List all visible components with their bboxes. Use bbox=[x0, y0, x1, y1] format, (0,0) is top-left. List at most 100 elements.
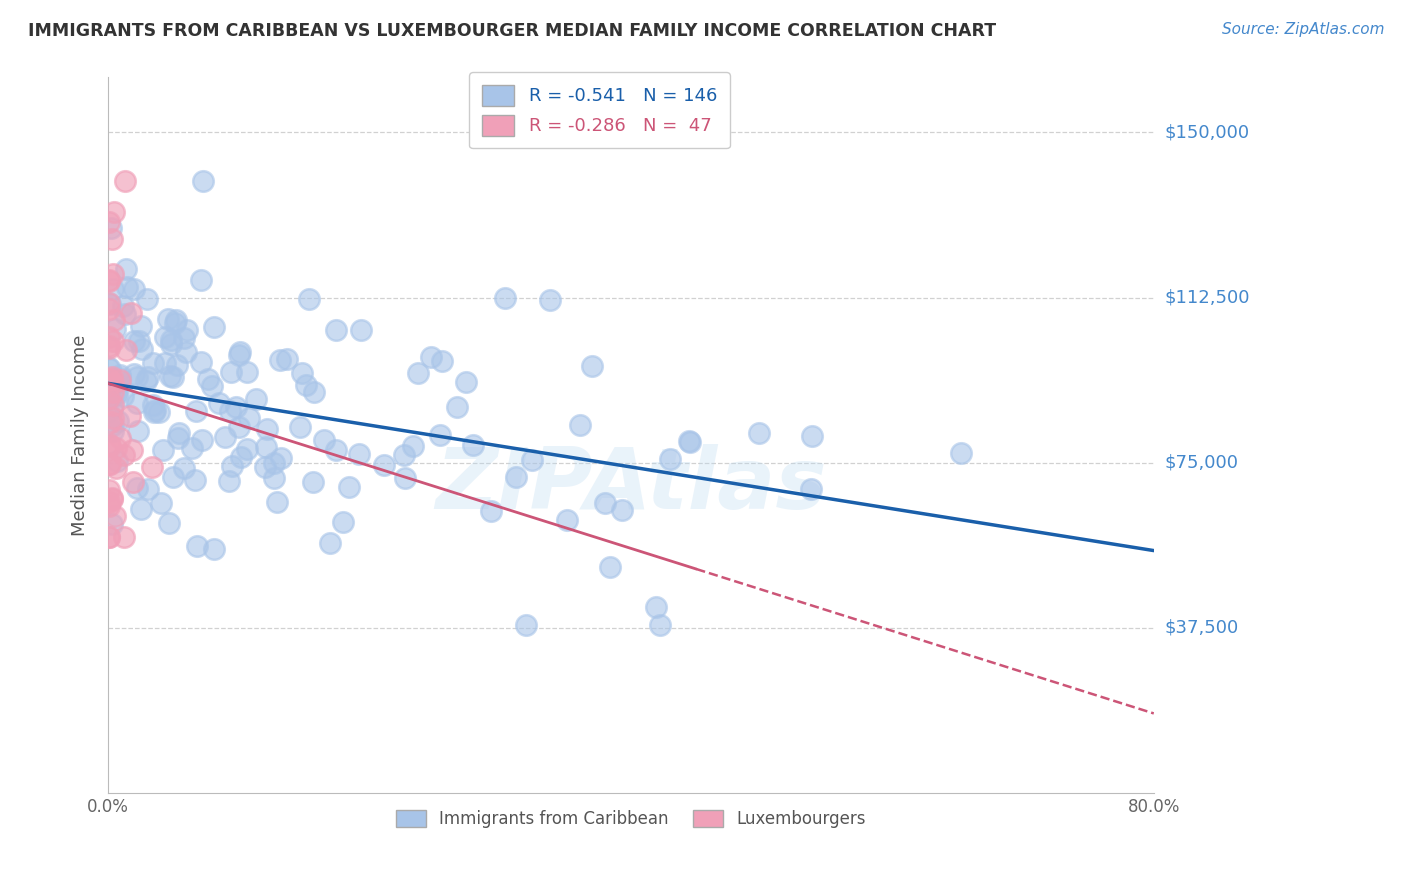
Point bbox=[162, 470, 184, 484]
Point bbox=[98, 440, 121, 454]
Point bbox=[350, 323, 373, 337]
Point bbox=[394, 471, 416, 485]
Point bbox=[520, 453, 543, 467]
Point bbox=[98, 302, 121, 317]
Point bbox=[98, 274, 121, 288]
Point bbox=[312, 433, 335, 447]
Point bbox=[801, 428, 824, 442]
Point bbox=[429, 428, 451, 442]
Point bbox=[98, 330, 121, 344]
Point bbox=[104, 322, 127, 336]
Point bbox=[678, 434, 700, 448]
Point bbox=[145, 402, 167, 417]
Point bbox=[104, 441, 127, 455]
Point bbox=[190, 273, 212, 287]
Text: Source: ZipAtlas.com: Source: ZipAtlas.com bbox=[1222, 22, 1385, 37]
Point bbox=[101, 424, 124, 438]
Point bbox=[204, 541, 226, 556]
Point bbox=[402, 438, 425, 452]
Point bbox=[184, 404, 207, 418]
Text: IMMIGRANTS FROM CARIBBEAN VS LUXEMBOURGER MEDIAN FAMILY INCOME CORRELATION CHART: IMMIGRANTS FROM CARIBBEAN VS LUXEMBOURGE… bbox=[28, 22, 997, 40]
Point bbox=[98, 215, 121, 229]
Point bbox=[256, 422, 278, 436]
Text: ZIPAtlas: ZIPAtlas bbox=[434, 443, 827, 526]
Point bbox=[165, 316, 187, 330]
Point bbox=[114, 261, 136, 276]
Point bbox=[245, 392, 267, 406]
Point bbox=[122, 475, 145, 489]
Point bbox=[229, 345, 252, 359]
Point bbox=[679, 435, 702, 450]
Point bbox=[110, 431, 132, 445]
Text: $75,000: $75,000 bbox=[1166, 453, 1239, 472]
Point bbox=[228, 420, 250, 434]
Point bbox=[143, 405, 166, 419]
Point bbox=[98, 437, 121, 451]
Point bbox=[156, 312, 179, 326]
Point bbox=[111, 389, 134, 403]
Point bbox=[100, 221, 122, 235]
Point bbox=[658, 452, 681, 467]
Point bbox=[110, 368, 132, 383]
Point bbox=[105, 454, 128, 468]
Point bbox=[97, 405, 120, 419]
Point bbox=[104, 509, 127, 524]
Point bbox=[104, 384, 127, 399]
Point bbox=[228, 347, 250, 361]
Point bbox=[479, 504, 502, 518]
Point bbox=[136, 292, 159, 306]
Point bbox=[100, 492, 122, 507]
Point bbox=[432, 353, 454, 368]
Point bbox=[153, 356, 176, 370]
Point bbox=[221, 365, 243, 379]
Point bbox=[191, 174, 214, 188]
Point bbox=[155, 330, 177, 344]
Point bbox=[98, 296, 121, 310]
Point bbox=[748, 425, 770, 440]
Point bbox=[127, 424, 149, 438]
Point bbox=[236, 365, 259, 379]
Point bbox=[648, 618, 671, 632]
Point bbox=[105, 376, 128, 390]
Point bbox=[150, 496, 173, 510]
Point bbox=[593, 496, 616, 510]
Point bbox=[101, 334, 124, 348]
Point bbox=[162, 370, 184, 384]
Point bbox=[114, 174, 136, 188]
Point bbox=[98, 530, 121, 544]
Point bbox=[263, 471, 285, 485]
Point bbox=[97, 359, 120, 374]
Point bbox=[373, 458, 395, 472]
Point bbox=[125, 370, 148, 384]
Point bbox=[319, 536, 342, 550]
Point bbox=[218, 475, 240, 489]
Point bbox=[555, 513, 578, 527]
Point bbox=[166, 358, 188, 372]
Point bbox=[515, 618, 537, 632]
Point bbox=[221, 458, 243, 473]
Point bbox=[214, 430, 236, 444]
Point bbox=[238, 411, 260, 425]
Point bbox=[103, 313, 125, 327]
Point bbox=[98, 273, 121, 287]
Point bbox=[101, 517, 124, 532]
Point bbox=[152, 442, 174, 457]
Text: $37,500: $37,500 bbox=[1166, 619, 1239, 637]
Point bbox=[254, 440, 277, 454]
Point bbox=[136, 370, 159, 384]
Point bbox=[392, 448, 415, 462]
Point bbox=[128, 334, 150, 348]
Point bbox=[538, 293, 561, 307]
Point bbox=[112, 530, 135, 544]
Point bbox=[110, 371, 132, 385]
Point bbox=[463, 438, 485, 452]
Point bbox=[505, 470, 527, 484]
Point bbox=[581, 359, 603, 373]
Point bbox=[98, 372, 121, 386]
Point bbox=[101, 491, 124, 506]
Point bbox=[125, 396, 148, 410]
Point bbox=[276, 352, 298, 367]
Point bbox=[157, 516, 180, 530]
Point bbox=[173, 460, 195, 475]
Point bbox=[129, 318, 152, 333]
